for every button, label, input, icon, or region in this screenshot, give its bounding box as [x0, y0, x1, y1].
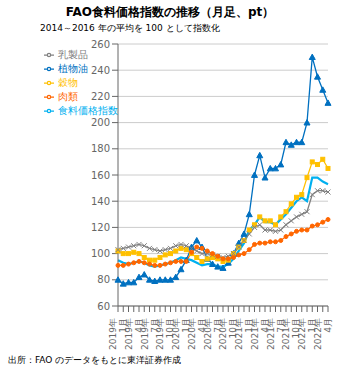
svg-text:120: 120 [91, 222, 110, 233]
svg-text:220: 220 [91, 91, 110, 102]
svg-text:2022年4月: 2022年4月 [313, 318, 332, 350]
svg-text:240: 240 [91, 65, 110, 76]
svg-text:80: 80 [97, 274, 110, 285]
svg-text:160: 160 [91, 170, 110, 181]
svg-text:200: 200 [91, 117, 110, 128]
svg-text:100: 100 [91, 248, 110, 259]
svg-text:60: 60 [97, 301, 110, 312]
svg-text:140: 140 [91, 196, 110, 207]
svg-text:180: 180 [91, 143, 110, 154]
svg-text:260: 260 [91, 39, 110, 50]
